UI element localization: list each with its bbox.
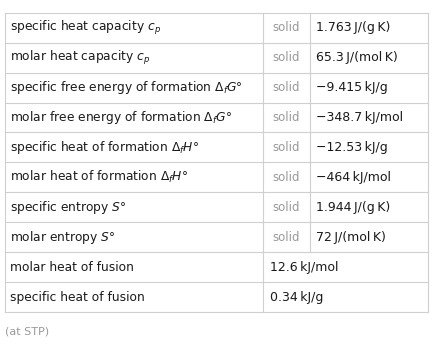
Text: specific heat of fusion: specific heat of fusion <box>10 291 144 304</box>
Text: solid: solid <box>273 231 300 244</box>
Text: solid: solid <box>273 81 300 94</box>
Text: (at STP): (at STP) <box>5 327 49 337</box>
Text: molar heat capacity $c_p$: molar heat capacity $c_p$ <box>10 49 150 66</box>
Text: 72 J/(mol K): 72 J/(mol K) <box>316 231 386 244</box>
Text: specific free energy of formation $\Delta_f G$°: specific free energy of formation $\Delt… <box>10 79 242 96</box>
Text: −9.415 kJ/g: −9.415 kJ/g <box>316 81 388 94</box>
Text: molar heat of formation $\Delta_f H$°: molar heat of formation $\Delta_f H$° <box>10 169 187 186</box>
Text: 0.34 kJ/g: 0.34 kJ/g <box>270 291 323 304</box>
Text: molar entropy $S$°: molar entropy $S$° <box>10 229 115 246</box>
Text: 12.6 kJ/mol: 12.6 kJ/mol <box>270 261 338 274</box>
Text: solid: solid <box>273 171 300 184</box>
Text: 1.944 J/(g K): 1.944 J/(g K) <box>316 201 390 214</box>
Text: solid: solid <box>273 51 300 64</box>
Text: specific heat of formation $\Delta_f H$°: specific heat of formation $\Delta_f H$° <box>10 139 198 156</box>
Text: 1.763 J/(g K): 1.763 J/(g K) <box>316 21 391 34</box>
Text: molar free energy of formation $\Delta_f G$°: molar free energy of formation $\Delta_f… <box>10 109 232 126</box>
Text: −464 kJ/mol: −464 kJ/mol <box>316 171 391 184</box>
Text: 65.3 J/(mol K): 65.3 J/(mol K) <box>316 51 398 64</box>
Text: −12.53 kJ/g: −12.53 kJ/g <box>316 141 388 154</box>
Text: solid: solid <box>273 141 300 154</box>
Text: specific heat capacity $c_p$: specific heat capacity $c_p$ <box>10 19 161 36</box>
Text: solid: solid <box>273 111 300 124</box>
Text: −348.7 kJ/mol: −348.7 kJ/mol <box>316 111 403 124</box>
Text: specific entropy $S$°: specific entropy $S$° <box>10 199 126 216</box>
Text: molar heat of fusion: molar heat of fusion <box>10 261 133 274</box>
Text: solid: solid <box>273 201 300 214</box>
Text: solid: solid <box>273 21 300 34</box>
